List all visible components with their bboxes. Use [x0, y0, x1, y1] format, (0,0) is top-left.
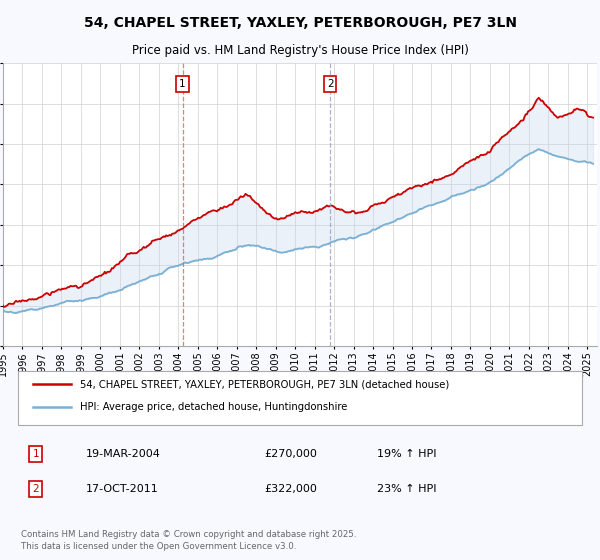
- Text: 1: 1: [32, 449, 39, 459]
- Text: Price paid vs. HM Land Registry's House Price Index (HPI): Price paid vs. HM Land Registry's House …: [131, 44, 469, 57]
- Text: 2: 2: [32, 484, 39, 494]
- Text: 2: 2: [327, 80, 334, 90]
- Text: 19% ↑ HPI: 19% ↑ HPI: [377, 449, 437, 459]
- Text: HPI: Average price, detached house, Huntingdonshire: HPI: Average price, detached house, Hunt…: [80, 402, 347, 412]
- Text: £270,000: £270,000: [265, 449, 317, 459]
- Text: 54, CHAPEL STREET, YAXLEY, PETERBOROUGH, PE7 3LN (detached house): 54, CHAPEL STREET, YAXLEY, PETERBOROUGH,…: [80, 380, 449, 389]
- Text: 19-MAR-2004: 19-MAR-2004: [86, 449, 161, 459]
- Text: 23% ↑ HPI: 23% ↑ HPI: [377, 484, 437, 494]
- Text: 1: 1: [179, 80, 186, 90]
- Text: 17-OCT-2011: 17-OCT-2011: [86, 484, 159, 494]
- Text: Contains HM Land Registry data © Crown copyright and database right 2025.
This d: Contains HM Land Registry data © Crown c…: [21, 530, 356, 550]
- Text: 54, CHAPEL STREET, YAXLEY, PETERBOROUGH, PE7 3LN: 54, CHAPEL STREET, YAXLEY, PETERBOROUGH,…: [83, 16, 517, 30]
- Text: £322,000: £322,000: [265, 484, 317, 494]
- FancyBboxPatch shape: [18, 371, 582, 426]
